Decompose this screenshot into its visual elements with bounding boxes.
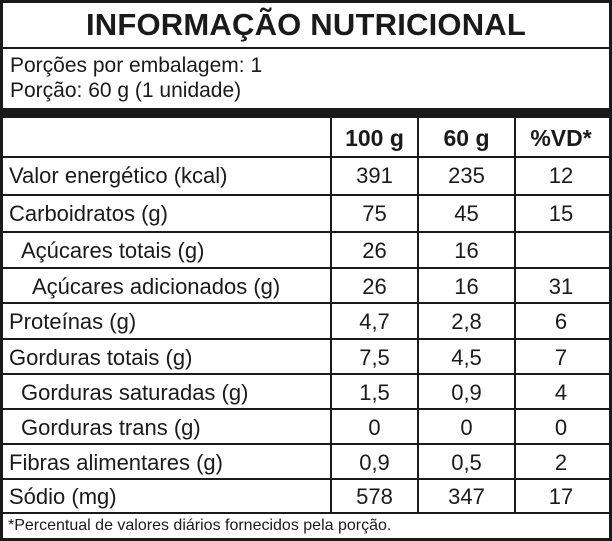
nutrient-name: Fibras alimentares (g) [9,450,223,475]
nutrient-name: Açúcares totais (g) [21,238,205,263]
column-header-dv: %VD* [530,125,592,151]
column-header-100g: 100 g [345,125,404,151]
table-row: Sódio (mg) 578 347 17 [3,479,609,515]
table-row: Gorduras totais (g) 7,5 4,5 7 [3,340,609,376]
table-row: Açúcares totais (g) 26 16 [3,233,609,269]
value-per-100g: 26 [362,274,387,299]
value-per-serving: 2,8 [451,309,482,334]
row-divider [3,443,609,445]
nutrient-name: Sódio (mg) [9,484,117,509]
thick-divider [3,108,609,118]
row-divider [3,478,609,480]
value-per-serving: 0,5 [451,450,482,475]
column-divider [514,118,516,512]
row-divider [3,267,609,269]
nutrient-name: Gorduras totais (g) [9,345,193,370]
servings-per-package: Porções por embalagem: 1 [10,54,263,77]
row-divider [3,231,609,233]
daily-value-percent: 12 [548,163,574,188]
daily-value-percent: 2 [554,450,568,475]
value-per-100g: 578 [356,484,393,509]
value-per-100g: 0 [368,415,381,440]
table-row: Valor energético (kcal) 391 235 12 [3,158,609,194]
table-row: Gorduras saturadas (g) 1,5 0,9 4 [3,375,609,411]
label-title: INFORMAÇÃO NUTRICIONAL [85,7,527,42]
column-divider [330,118,332,512]
column-header-serving: 60 g [443,125,490,151]
value-per-100g: 1,5 [359,380,390,405]
column-divider [417,118,419,512]
value-per-serving: 16 [454,274,479,299]
daily-value-percent: 15 [548,201,574,226]
nutrient-name: Açúcares adicionados (g) [32,274,281,299]
table-row: Açúcares adicionados (g) 26 16 31 [3,269,609,305]
daily-value-percent: 4 [554,380,568,405]
value-per-100g: 4,7 [359,309,390,334]
value-per-100g: 391 [356,163,393,188]
table-row: Carboidratos (g) 75 45 15 [3,196,609,232]
value-per-100g: 75 [362,201,387,226]
daily-value-percent: 17 [548,484,574,509]
value-per-serving: 235 [448,163,485,188]
daily-value-percent: 31 [548,274,574,299]
nutrient-name: Gorduras saturadas (g) [21,380,249,405]
value-per-serving: 45 [454,201,479,226]
row-divider [3,338,609,340]
footnote: *Percentual de valores diários fornecido… [8,517,392,534]
table-row: Fibras alimentares (g) 0,9 0,5 2 [3,445,609,481]
nutrient-name: Valor energético (kcal) [9,163,228,188]
row-divider [3,302,609,304]
value-per-serving: 16 [454,238,479,263]
daily-value-percent: 7 [554,345,568,370]
nutrient-name: Proteínas (g) [9,309,137,334]
row-divider [3,156,609,158]
value-per-serving: 347 [448,484,485,509]
nutrient-name: Carboidratos (g) [9,201,168,226]
value-per-100g: 7,5 [359,345,390,370]
title-divider [3,47,609,49]
footer-divider [3,512,609,514]
table-row: Proteínas (g) 4,7 2,8 6 [3,304,609,340]
value-per-serving: 0,9 [451,380,482,405]
daily-value-percent: 0 [554,415,568,440]
serving-size: Porção: 60 g (1 unidade) [10,79,242,102]
value-per-serving: 4,5 [451,345,482,370]
daily-value-percent: 6 [554,309,568,334]
value-per-100g: 26 [362,238,387,263]
value-per-serving: 0 [460,415,473,440]
nutrient-name: Gorduras trans (g) [21,415,201,440]
row-divider [3,408,609,410]
table-header-row: 100 g 60 g %VD* [3,120,609,156]
row-divider [3,194,609,196]
table-row: Gorduras trans (g) 0 0 0 [3,410,609,446]
value-per-100g: 0,9 [359,450,390,475]
row-divider [3,373,609,375]
daily-value-percent [516,233,606,269]
